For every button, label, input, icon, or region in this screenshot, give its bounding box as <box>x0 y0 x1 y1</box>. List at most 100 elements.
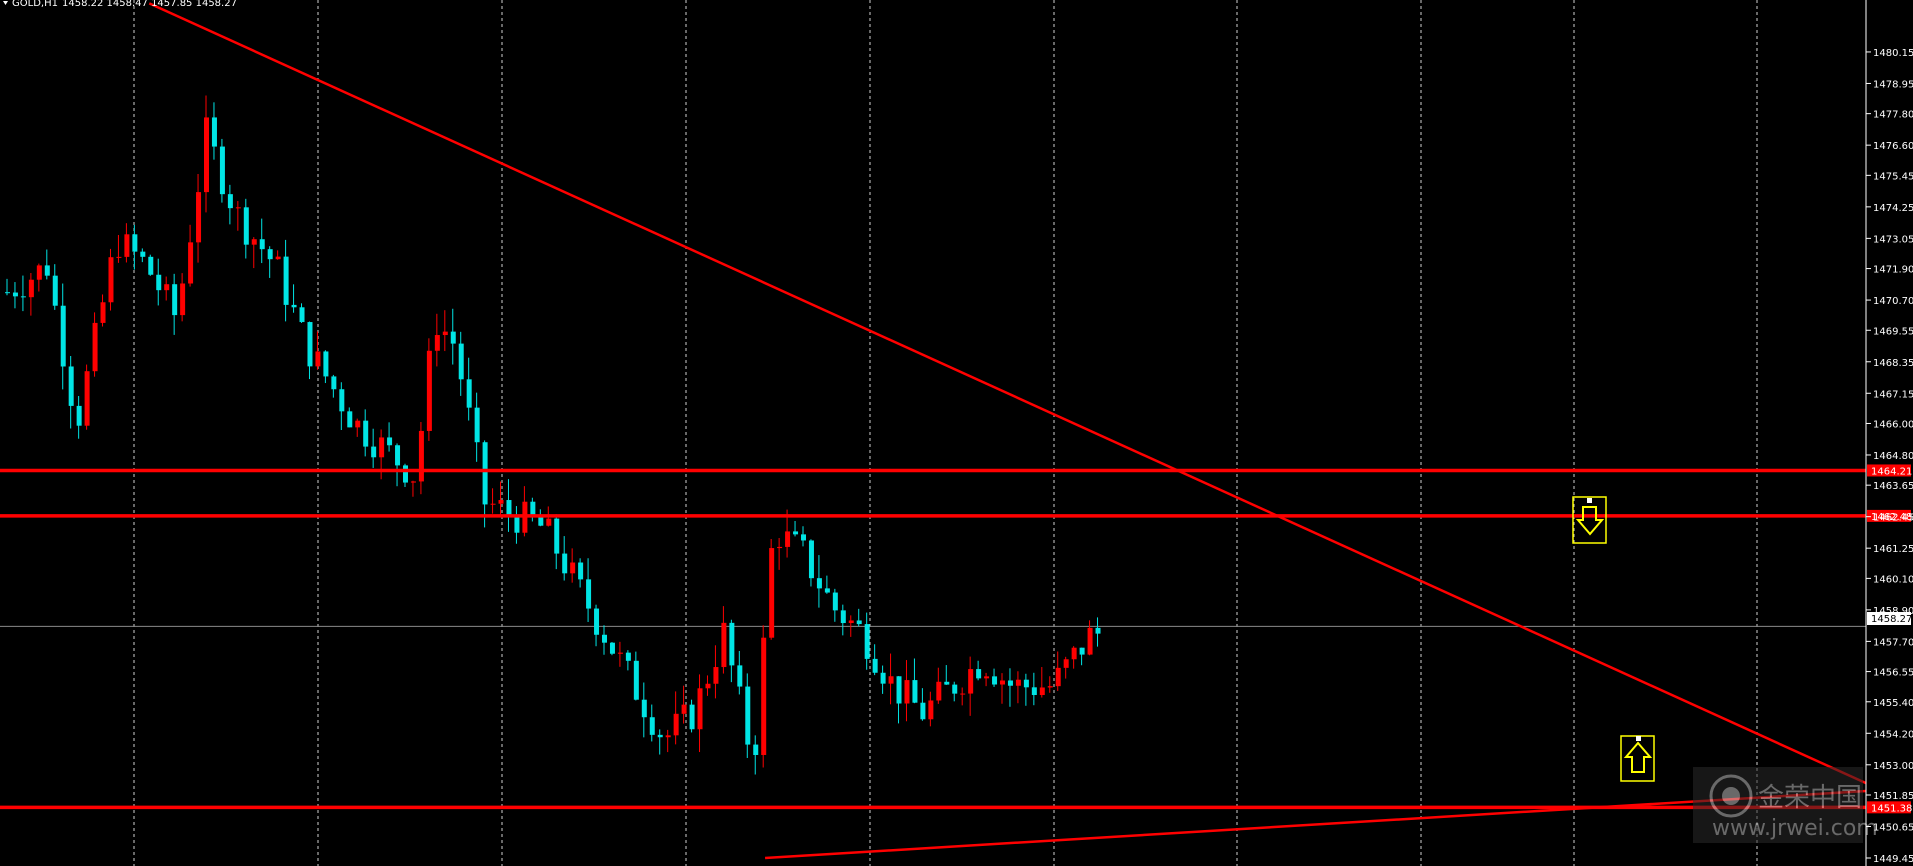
candle-body <box>769 548 775 638</box>
candle-body <box>673 713 679 736</box>
candle-body <box>140 251 146 257</box>
candle-body <box>920 702 926 720</box>
candle-body <box>713 667 719 684</box>
candle-body <box>625 652 631 661</box>
candle-body <box>188 242 194 284</box>
horizontal-line-label: 1464.21 <box>1871 466 1912 477</box>
candle-body <box>442 331 448 336</box>
candle-body <box>1000 680 1005 685</box>
candle-body <box>100 302 106 323</box>
axis-tick-label: 1476.60 <box>1873 141 1913 152</box>
candle-body <box>108 257 114 303</box>
candle-body <box>848 620 854 624</box>
candle-body <box>681 704 687 714</box>
candle-body <box>761 637 767 755</box>
axis-tick-label: 1454.20 <box>1873 729 1913 740</box>
candle-body <box>936 681 942 701</box>
candle-body <box>355 420 361 428</box>
candle-body <box>976 669 982 679</box>
axis-tick-label: 1462.45 <box>1873 513 1913 524</box>
candle-body <box>1063 659 1069 668</box>
candle-body <box>968 669 974 694</box>
candle-body <box>315 351 321 367</box>
candle-body <box>339 389 345 412</box>
candle-body <box>944 681 950 685</box>
candle-body <box>172 284 178 316</box>
candle-body <box>180 283 186 316</box>
candle-body <box>283 256 289 305</box>
down-arrow-icon[interactable] <box>1572 496 1607 544</box>
axis-tick-label: 1461.25 <box>1873 544 1913 555</box>
candle-body <box>235 207 241 209</box>
candle-body <box>737 665 743 687</box>
candle-body <box>546 518 552 526</box>
candle-body <box>633 660 639 700</box>
trendline[interactable] <box>148 2 1867 785</box>
axis-tick-label: 1455.40 <box>1873 698 1913 709</box>
candle-body <box>824 588 830 593</box>
watermark: 金荣中国 www.jrwei.com <box>1693 767 1878 843</box>
candle-body <box>602 634 607 643</box>
candle-body <box>872 658 878 673</box>
candle-body <box>562 553 568 574</box>
candle-body <box>148 256 154 275</box>
candle-body <box>880 672 886 684</box>
watermark-url: www.jrwei.com <box>1712 816 1878 841</box>
candle-body <box>275 256 281 260</box>
up-arrow-icon[interactable] <box>1620 735 1655 782</box>
candle-body <box>1031 687 1037 696</box>
candle-body <box>243 207 249 245</box>
axis-tick-label: 1466.00 <box>1873 419 1913 430</box>
dropdown-triangle-icon[interactable] <box>3 1 8 5</box>
candle-body <box>84 371 90 426</box>
candle-body <box>251 239 257 245</box>
candle-body <box>586 579 592 609</box>
current-price-badge <box>1867 612 1911 625</box>
candle-body <box>657 734 663 738</box>
trendlines-layer[interactable] <box>148 2 1867 860</box>
symbol-label: GOLD,H1 <box>12 0 58 9</box>
candle-body <box>387 437 393 446</box>
axis-tick-label: 1460.10 <box>1873 574 1913 585</box>
candle-body <box>594 608 600 635</box>
candle-body <box>68 366 74 406</box>
candle-body <box>395 445 401 466</box>
axis-tick-label: 1458.90 <box>1873 606 1913 617</box>
candle-body <box>307 322 313 367</box>
candle-body <box>617 652 623 654</box>
candle-body <box>20 296 26 298</box>
candle-body <box>1071 647 1077 660</box>
axis-tick-label: 1473.05 <box>1873 234 1913 245</box>
candle-body <box>434 335 440 351</box>
watermark-logo-icon <box>1709 774 1753 818</box>
candle-body <box>28 279 34 298</box>
candle-body <box>960 693 966 695</box>
axis-tick-label: 1468.35 <box>1873 358 1913 369</box>
candle-body <box>832 592 838 611</box>
candle-body <box>1023 679 1029 688</box>
candle-body <box>371 446 377 458</box>
candle-body <box>745 686 751 745</box>
candle-body <box>331 376 337 390</box>
horizontal-lines-layer[interactable]: 1464.21 1462.48 1451.38 <box>0 464 1912 814</box>
candle-body <box>418 430 424 482</box>
trendline[interactable] <box>764 789 1867 860</box>
candle-body <box>530 501 536 517</box>
axis-tick-label: 1457.70 <box>1873 637 1913 648</box>
candle-body <box>52 275 58 306</box>
candle-body <box>506 500 512 515</box>
candle-body <box>379 437 385 458</box>
candle-body <box>793 531 799 535</box>
axis-tick-label: 1470.70 <box>1873 296 1913 307</box>
candle-body <box>219 146 225 195</box>
horizontal-line-badge <box>1867 464 1911 477</box>
candle-body <box>426 350 432 431</box>
candle-body <box>689 704 695 730</box>
candle-body <box>1055 667 1061 687</box>
candle-body <box>1087 627 1093 655</box>
price-axis-markers: 1458.27 <box>1867 612 1912 625</box>
horizontal-line-label: 1451.38 <box>1871 803 1912 814</box>
candles-layer <box>5 95 1101 775</box>
